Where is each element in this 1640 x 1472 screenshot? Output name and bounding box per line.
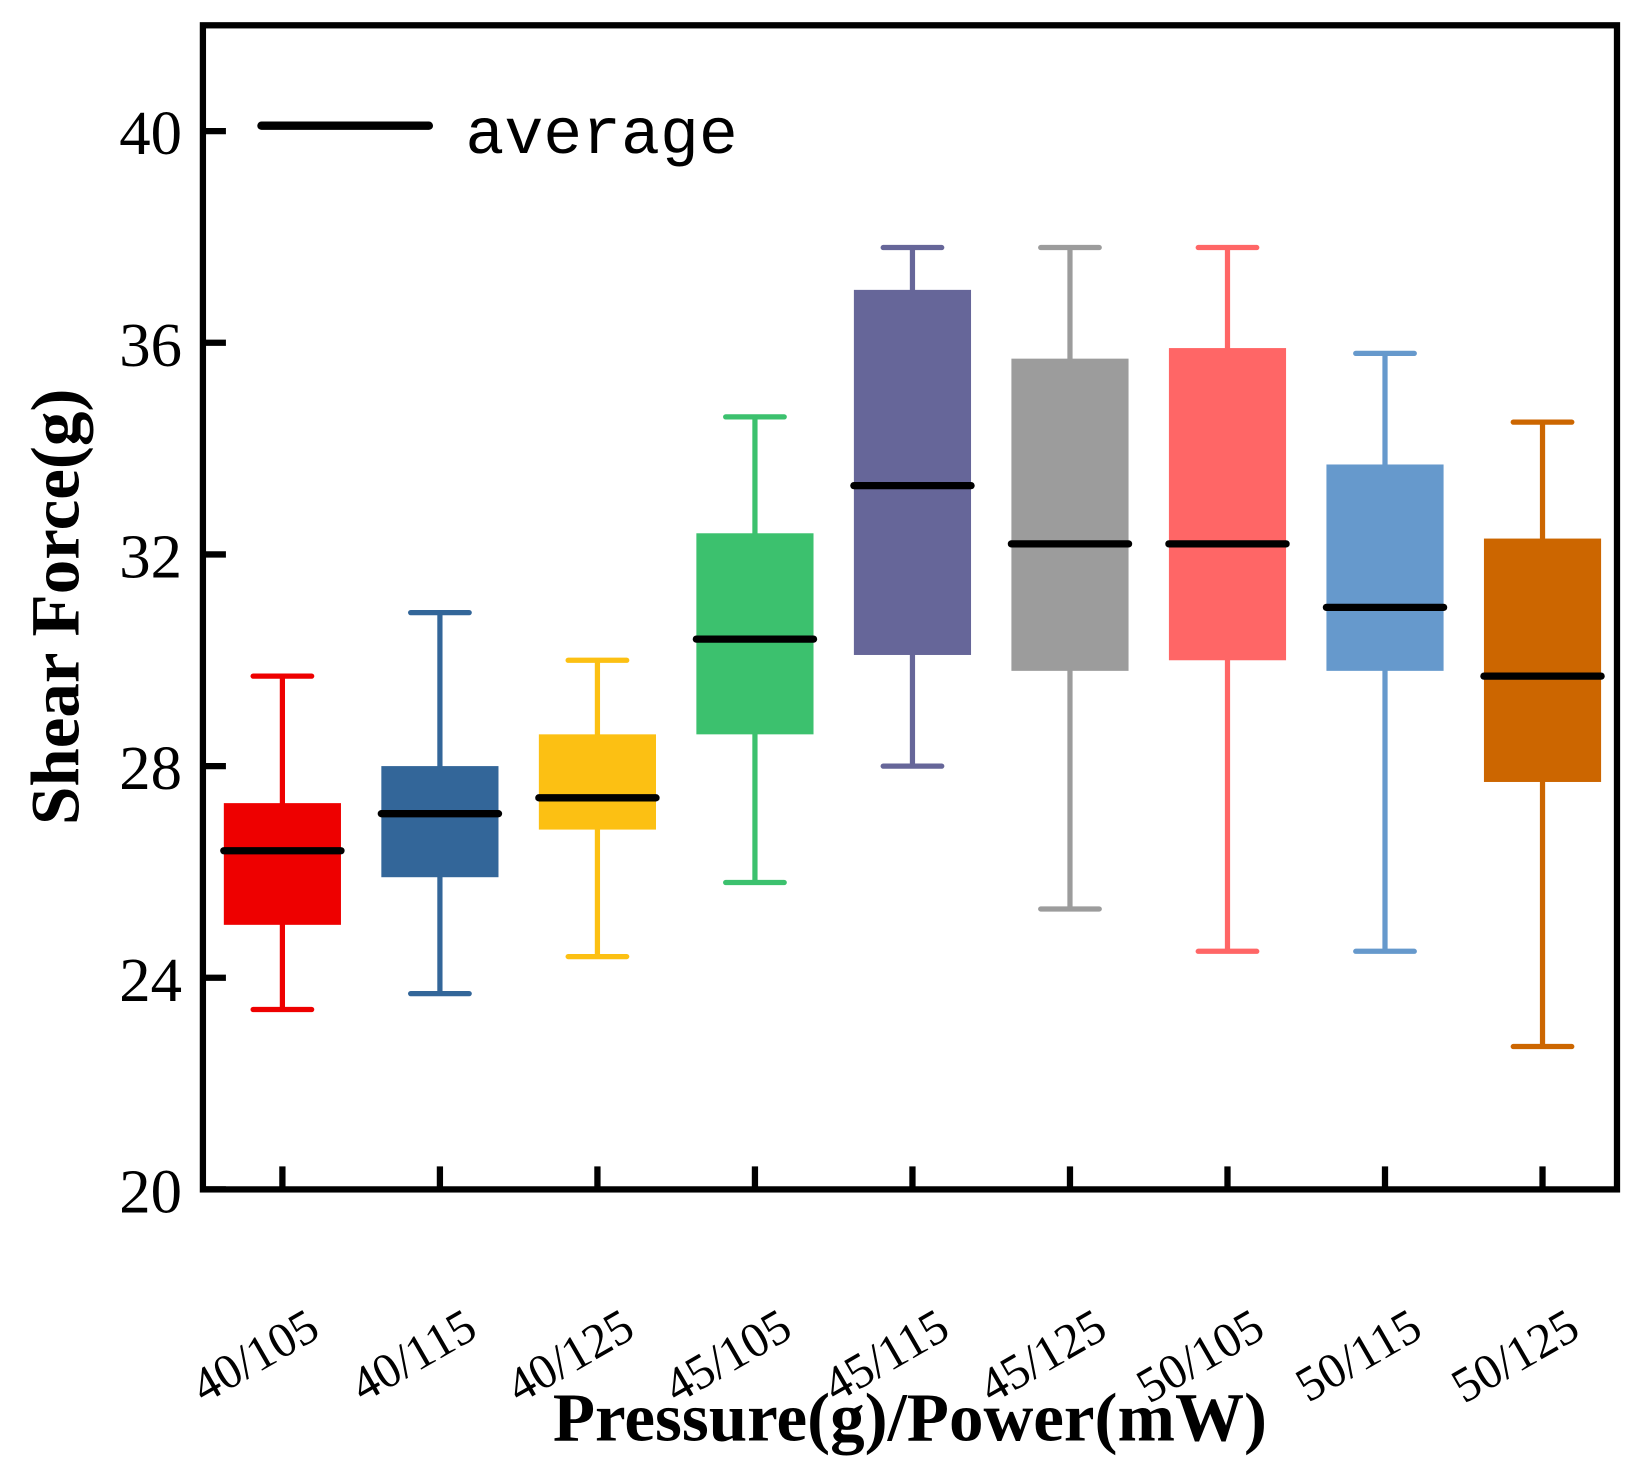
box-iqr [1483, 538, 1602, 782]
y-tick-label: 28 [119, 733, 182, 803]
box-45-105 [692, 414, 818, 886]
box-iqr [381, 766, 499, 878]
legend-average-label: average [465, 100, 737, 173]
y-tick-label: 20 [119, 1156, 182, 1226]
y-tick-label: 24 [119, 945, 182, 1015]
box-50-115 [1322, 350, 1448, 954]
y-tick-label: 36 [119, 310, 182, 380]
box-45-115 [850, 244, 975, 769]
x-axis: 40/105 40/115 40/125 45/105 45/115 45/125 50/1… [182, 1166, 1588, 1414]
box-40-125 [535, 657, 660, 960]
y-tick-label: 32 [119, 521, 182, 591]
legend: average [257, 100, 738, 173]
box-40-105 [220, 673, 345, 1013]
box-iqr [538, 734, 656, 830]
box-50-125 [1480, 419, 1605, 1050]
box-50-105 [1165, 244, 1290, 954]
box-45-125 [1007, 244, 1133, 912]
plot-area [220, 244, 1605, 1050]
x-tick-label: 50/115 [1286, 1298, 1430, 1413]
y-axis: 20 24 28 32 36 40 [119, 98, 226, 1226]
box-iqr [1168, 348, 1287, 661]
y-axis-label: Shear Force(g) [16, 389, 93, 825]
box-40-115 [377, 610, 503, 997]
box-iqr [223, 803, 341, 925]
x-axis-label: Pressure(g)/Power(mW) [553, 1378, 1267, 1455]
box-iqr [1326, 464, 1444, 671]
x-tick-label: 50/125 [1442, 1298, 1588, 1414]
y-tick-label: 40 [119, 98, 182, 168]
x-tick-label: 40/105 [182, 1298, 328, 1414]
box-iqr [853, 289, 972, 655]
box-iqr [1011, 358, 1129, 671]
x-tick-label: 40/115 [341, 1298, 485, 1413]
box-iqr [696, 533, 814, 735]
